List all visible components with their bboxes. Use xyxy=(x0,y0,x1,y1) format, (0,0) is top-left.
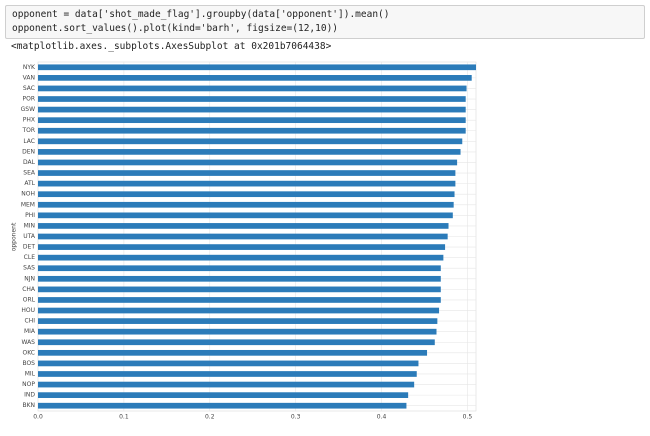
bar xyxy=(38,149,461,155)
y-tick-label: NJN xyxy=(24,275,35,282)
y-tick-label: MIN xyxy=(24,222,35,229)
y-tick-label: SAC xyxy=(23,85,35,92)
code-cell[interactable]: opponent = data['shot_made_flag'].groupb… xyxy=(5,5,645,39)
bar xyxy=(38,392,409,398)
x-tick-label: 0.3 xyxy=(291,414,301,421)
y-tick-label: GSW xyxy=(21,106,35,113)
y-tick-label: PHI xyxy=(25,212,35,219)
y-tick-label: BOS xyxy=(22,360,35,367)
code-line: opponent.sort_values().plot(kind='barh',… xyxy=(12,23,339,34)
bar xyxy=(38,127,466,134)
y-tick-label: NOP xyxy=(22,381,35,388)
y-tick-label: PHX xyxy=(23,117,35,124)
bar xyxy=(38,96,466,102)
y-tick-label: IND xyxy=(24,392,35,399)
x-tick-label: 0.4 xyxy=(377,414,387,421)
bar xyxy=(38,286,441,293)
bar xyxy=(38,402,407,409)
y-tick-label: DAL xyxy=(23,159,36,166)
y-tick-label: POR xyxy=(22,96,35,103)
y-tick-label: VAN xyxy=(23,74,35,81)
bar xyxy=(38,64,476,71)
bar xyxy=(38,328,437,335)
bar xyxy=(38,318,438,324)
bar xyxy=(38,117,466,124)
cell-output: <matplotlib.axes._subplots.AxesSubplot a… xyxy=(11,41,332,52)
y-tick-label: OKC xyxy=(22,349,35,356)
y-tick-label: ORL xyxy=(23,296,36,303)
bar xyxy=(38,201,454,208)
bar xyxy=(38,212,453,219)
y-tick-label: SAS xyxy=(23,265,35,272)
y-tick-label: LAC xyxy=(23,138,35,145)
bar xyxy=(38,265,441,272)
y-tick-label: MEM xyxy=(21,201,35,208)
y-tick-label: MIL xyxy=(25,370,36,377)
code-line: opponent = data['shot_made_flag'].groupb… xyxy=(12,9,390,20)
bar xyxy=(38,170,456,176)
y-tick-label: HOU xyxy=(21,307,35,314)
y-tick-label: CLE xyxy=(24,254,36,261)
bar xyxy=(38,191,455,198)
y-tick-label: SEA xyxy=(23,170,36,177)
y-tick-label: MIA xyxy=(24,328,36,335)
y-tick-label: DET xyxy=(23,244,35,251)
bar xyxy=(38,138,463,145)
x-tick-label: 0.1 xyxy=(119,414,129,421)
bar xyxy=(38,254,444,261)
y-tick-label: ATL xyxy=(24,180,35,187)
bar xyxy=(38,244,446,250)
bar xyxy=(38,85,467,92)
y-tick-label: BKN xyxy=(22,402,35,409)
x-tick-label: 0.0 xyxy=(33,414,43,421)
bar xyxy=(38,106,466,113)
y-tick-label: NOH xyxy=(21,191,35,198)
bar xyxy=(38,307,440,314)
y-tick-label: CHI xyxy=(25,318,36,325)
bar xyxy=(38,233,448,240)
y-tick-label: TOR xyxy=(21,127,35,134)
x-tick-label: 0.5 xyxy=(463,414,473,421)
bar xyxy=(38,159,458,166)
bar xyxy=(38,349,428,356)
bar xyxy=(38,360,419,367)
y-tick-label: WAS xyxy=(21,339,35,346)
y-tick-label: NYK xyxy=(23,64,36,71)
bar xyxy=(38,339,435,346)
y-tick-label: CHA xyxy=(22,286,36,293)
x-tick-label: 0.2 xyxy=(205,414,215,421)
bar xyxy=(38,381,415,388)
bar xyxy=(38,180,456,187)
bar xyxy=(38,371,417,377)
y-tick-label: DEN xyxy=(22,148,35,155)
bar xyxy=(38,75,472,81)
y-tick-label: UTA xyxy=(23,233,36,240)
bar xyxy=(38,275,441,282)
bar xyxy=(38,223,449,229)
y-axis-label: opponent xyxy=(11,222,18,251)
bar xyxy=(38,297,441,303)
